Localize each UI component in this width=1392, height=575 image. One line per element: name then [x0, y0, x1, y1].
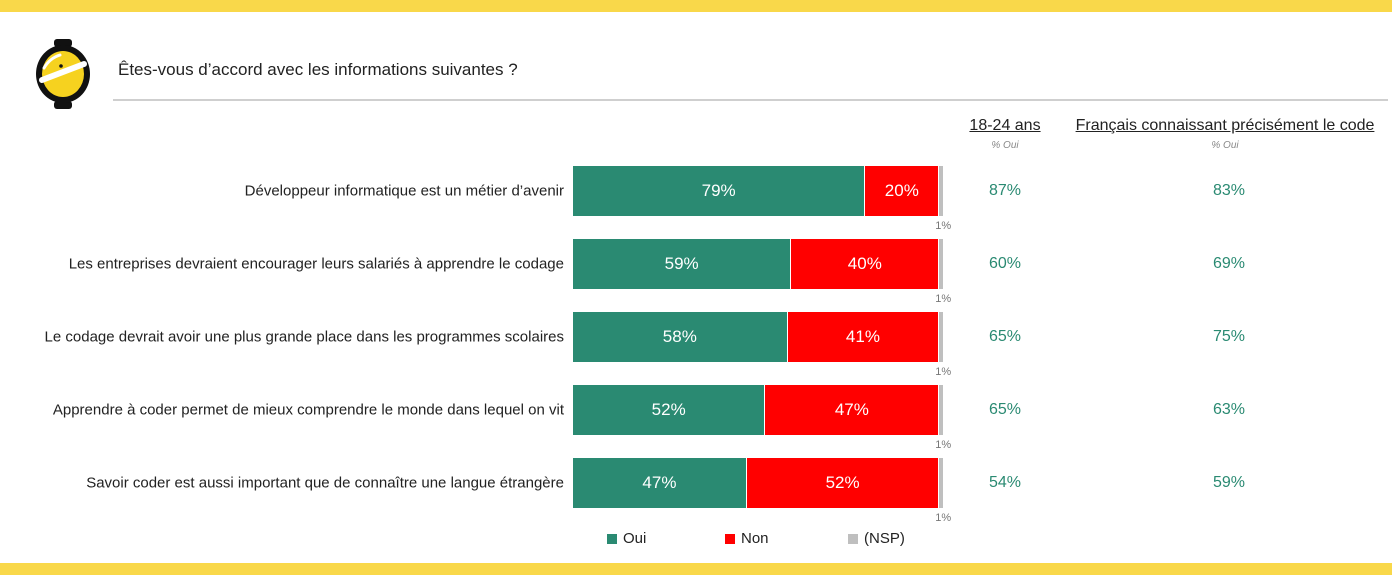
nsp-data-label: 1% [935, 220, 952, 232]
bar-segment-nsp [939, 239, 943, 289]
column-subtitle-18-24: % Oui [991, 140, 1019, 151]
row-label: Les entreprises devraient encourager leu… [68, 255, 564, 273]
value-18-24: 54% [988, 474, 1022, 491]
bar-segment-nsp [939, 166, 943, 216]
legend-item-nsp: (NSP) [848, 530, 905, 547]
bar-segment-non: 40% [791, 239, 940, 289]
nsp-data-label: 1% [935, 439, 952, 451]
legend-swatch-non [725, 533, 735, 544]
legend-swatch-oui [607, 533, 617, 544]
legend-swatch-nsp [848, 533, 858, 544]
row-label: Savoir coder est aussi important que de … [86, 474, 564, 492]
column-header-18-24: 18-24 ans [969, 117, 1041, 134]
bar-segment-oui: 52% [573, 385, 766, 435]
legend-label-non: Non [741, 530, 769, 547]
legend-label-nsp: (NSP) [864, 530, 905, 547]
top-band [0, 0, 1392, 12]
value-18-24: 65% [988, 401, 1022, 418]
bar-segment-nsp [939, 312, 943, 362]
row-label: Le codage devrait avoir une plus grande … [44, 328, 564, 346]
legend-item-oui: Oui [607, 530, 646, 547]
title-divider [113, 99, 1388, 101]
value-code: 63% [1212, 401, 1246, 418]
row-label: Apprendre à coder permet de mieux compre… [52, 401, 564, 419]
value-code: 69% [1212, 255, 1246, 272]
page-title: Êtes-vous d’accord avec les informations… [118, 60, 518, 79]
lemon-logo-icon [36, 39, 90, 109]
bar-segment-nsp [939, 458, 943, 508]
row-label: Développeur informatique est un métier d… [244, 182, 564, 200]
value-18-24: 60% [988, 255, 1022, 272]
bar-segment-non: 52% [746, 458, 940, 508]
value-18-24: 65% [988, 328, 1022, 345]
bar-segment-oui: 47% [573, 458, 747, 508]
bar-segment-nsp [939, 385, 943, 435]
bar-segment-non: 20% [865, 166, 940, 216]
bar-segment-oui: 79% [573, 166, 866, 216]
bar-segment-non: 47% [765, 385, 940, 435]
legend-item-non: Non [725, 530, 769, 547]
value-code: 59% [1212, 474, 1246, 491]
nsp-data-label: 1% [935, 293, 952, 305]
legend-label-oui: Oui [623, 530, 647, 547]
nsp-data-label: 1% [935, 366, 952, 378]
bar-segment-oui: 59% [573, 239, 792, 289]
column-subtitle-code: % Oui [1211, 140, 1239, 151]
value-code: 83% [1212, 182, 1246, 199]
nsp-data-label: 1% [935, 512, 952, 524]
bar-segment-non: 41% [787, 312, 940, 362]
column-header-code: Français connaissant précisément le code [1075, 117, 1375, 134]
bottom-band [0, 563, 1392, 575]
chart-legend: Oui Non (NSP) [0, 530, 1392, 550]
value-18-24: 87% [988, 182, 1022, 199]
bar-segment-oui: 58% [573, 312, 788, 362]
value-code: 75% [1212, 328, 1246, 345]
